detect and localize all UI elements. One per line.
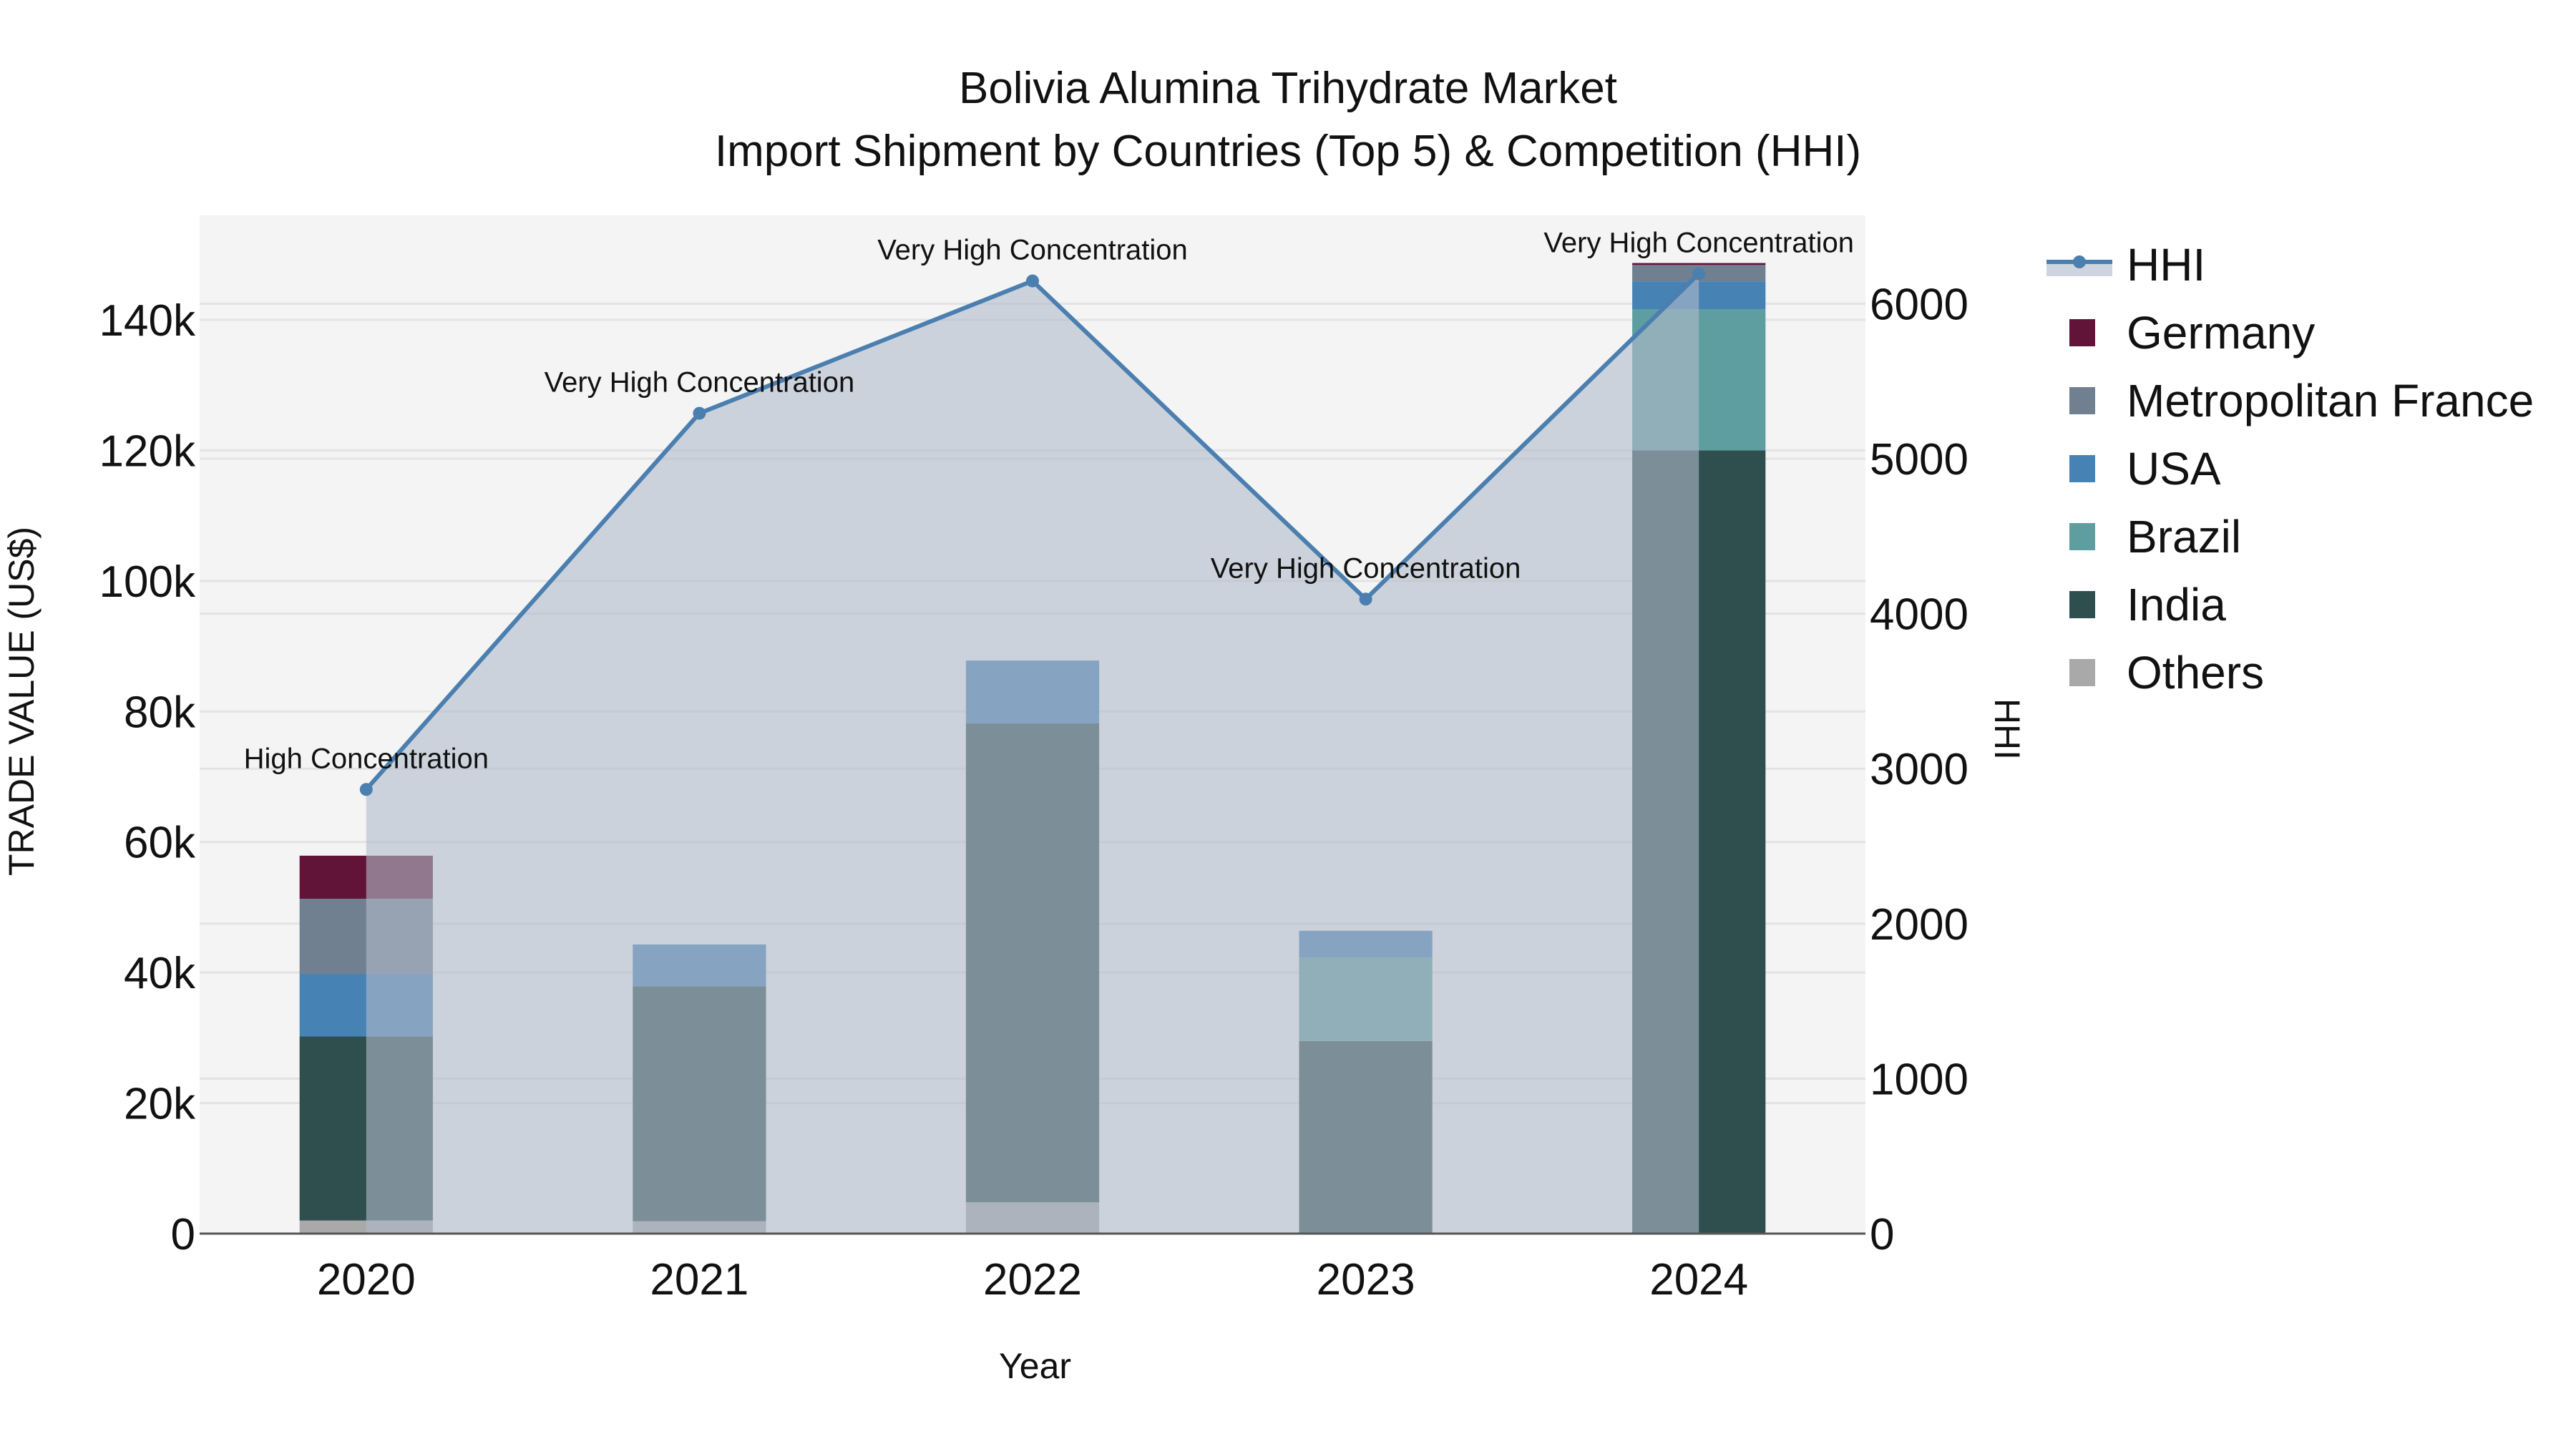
y-right-tick-label: 4000 — [1870, 590, 1968, 640]
bar-segment-germany[interactable] — [1632, 263, 1766, 265]
line-marker-icon — [2046, 255, 2112, 276]
square-swatch-icon — [2069, 659, 2095, 686]
x-tick-label: 2024 — [1649, 1255, 1748, 1304]
chart-title-line-1: Bolivia Alumina Trihydrate Market — [958, 64, 1618, 113]
hhi-annotation: Very High Concentration — [545, 367, 855, 399]
y-right-tick-label: 3000 — [1870, 745, 1968, 794]
hhi-annotation: Very High Concentration — [1211, 552, 1521, 584]
hhi-marker[interactable] — [1359, 592, 1372, 606]
x-tick-label: 2022 — [983, 1255, 1082, 1304]
hhi-annotation: Very High Concentration — [877, 235, 1188, 266]
y-right-tick-label: 5000 — [1870, 435, 1968, 484]
hhi-marker[interactable] — [1692, 267, 1706, 280]
y-axis-left-title: TRADE VALUE (US$) — [1, 526, 42, 876]
x-tick-label: 2020 — [317, 1255, 416, 1304]
hhi-marker[interactable] — [693, 406, 706, 420]
y-right-tick-label: 0 — [1870, 1210, 1894, 1259]
x-axis-title: Year — [999, 1346, 1072, 1386]
chart-title-line-2: Import Shipment by Countries (Top 5) & C… — [714, 127, 1862, 176]
y-left-tick-label: 60k — [124, 819, 196, 868]
square-swatch-icon — [2069, 387, 2095, 414]
square-swatch-icon — [2069, 455, 2095, 482]
y-right-tick-label: 1000 — [1870, 1055, 1968, 1104]
x-tick-label: 2023 — [1317, 1255, 1415, 1304]
hhi-marker[interactable] — [1026, 274, 1039, 288]
legend-label: HHI — [2127, 239, 2206, 291]
y-left-tick-label: 80k — [124, 688, 196, 737]
hhi-marker[interactable] — [359, 783, 373, 796]
hhi-area — [366, 273, 1699, 1234]
y-axis-right-ticks: 0 1000 2000 3000 4000 5000 6000 — [1870, 280, 1968, 1259]
y-left-tick-label: 40k — [124, 949, 196, 998]
bar-segment-usa[interactable] — [1632, 281, 1766, 310]
legend-label: Germany — [2127, 307, 2316, 358]
legend-label: India — [2127, 579, 2226, 630]
square-swatch-icon — [2069, 591, 2095, 618]
y-right-tick-label: 6000 — [1870, 280, 1968, 329]
square-swatch-icon — [2069, 319, 2095, 346]
y-axis-left-ticks: 0 20k 40k 60k 80k 100k 120k 140k — [99, 296, 196, 1259]
hhi-annotations: High Concentration Very High Concentratio… — [244, 228, 1854, 775]
y-right-tick-label: 2000 — [1870, 900, 1968, 950]
y-left-tick-label: 100k — [99, 557, 196, 607]
legend-label: USA — [2127, 443, 2221, 494]
x-tick-label: 2021 — [650, 1255, 748, 1304]
y-left-tick-label: 120k — [99, 426, 196, 476]
x-axis-ticks: 2020 2021 2022 2023 2024 — [317, 1255, 1748, 1304]
legend-label: Metropolitan France — [2127, 375, 2534, 426]
y-left-tick-label: 20k — [124, 1080, 196, 1129]
hhi-annotation: High Concentration — [244, 743, 489, 774]
square-swatch-icon — [2069, 523, 2095, 550]
y-left-tick-label: 140k — [99, 296, 196, 346]
hhi-line-series — [359, 267, 1706, 1234]
legend-label: Brazil — [2127, 511, 2242, 562]
legend-label: Others — [2127, 647, 2265, 698]
hhi-annotation: Very High Concentration — [1543, 228, 1854, 259]
y-axis-right-title: HHI — [1987, 698, 2027, 761]
y-left-tick-label: 0 — [171, 1210, 195, 1259]
